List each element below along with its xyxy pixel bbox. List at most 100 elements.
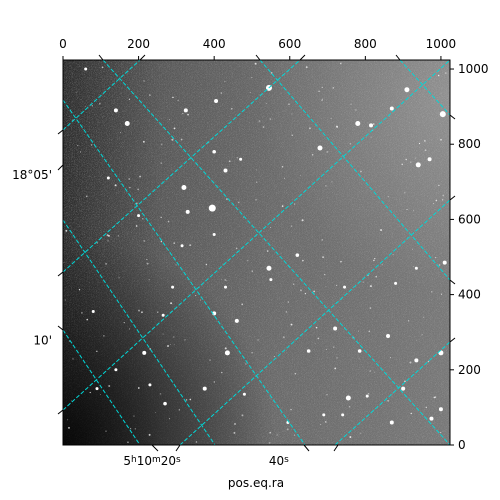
faint-star [318,90,320,92]
star [224,350,230,356]
faint-star [221,371,223,374]
faint-star [405,158,407,161]
faint-star [139,175,141,178]
star [202,386,207,391]
star [163,401,167,406]
faint-star [129,427,132,430]
faint-star [321,86,323,89]
faint-star [290,408,292,411]
faint-star [276,434,278,436]
faint-star [339,62,342,65]
faint-star [286,428,289,431]
faint-star [369,307,372,309]
faint-star [89,391,91,394]
faint-star [317,337,320,340]
faint-star [72,358,74,360]
faint-star [324,274,326,276]
ra-label-part: m [152,455,161,465]
faint-star [387,399,390,402]
faint-star [160,240,163,243]
dec-tick-mark [57,271,64,277]
faint-star [142,218,144,220]
faint-star [90,144,93,146]
star [223,168,228,173]
faint-star [325,421,327,423]
ra-grid-line [259,60,450,281]
faint-star [167,345,169,347]
faint-star [389,357,391,359]
faint-star [78,289,81,291]
faint-star [119,131,121,133]
faint-star [350,103,352,105]
faint-star [146,262,149,265]
faint-star [101,66,104,69]
star [137,214,141,218]
faint-star [213,381,215,383]
faint-star [141,311,143,313]
faint-star [255,169,257,171]
star [306,349,311,353]
faint-star [435,199,438,202]
faint-star [367,393,370,395]
star [414,358,419,363]
faint-star [427,360,430,363]
faint-star [270,227,271,228]
faint-star [148,279,150,281]
coordinate-grid [63,60,450,445]
right-tick-label: 600 [458,212,481,226]
faint-star [358,330,360,332]
faint-star [175,264,177,266]
ra-tick-mark [151,444,159,452]
faint-star [258,120,261,122]
faint-star [155,412,156,414]
faint-star [433,396,436,399]
star [113,108,118,113]
ra-label-part: h [131,455,137,465]
faint-star [133,415,135,417]
faint-star [128,178,131,180]
faint-star [254,62,257,65]
faint-star [128,98,130,100]
faint-star [431,291,433,293]
faint-star [293,434,296,436]
faint-star [224,80,226,83]
faint-star [360,170,362,173]
faint-star [184,339,186,341]
ra-tick-label: 5h10m20s [123,454,181,468]
x-axis-label: pos.eq.ra [228,476,284,490]
faint-star [293,203,296,205]
faint-star [169,343,171,345]
faint-star [300,289,302,292]
star [295,253,300,257]
faint-star [195,294,197,297]
faint-star [285,311,287,313]
faint-star [80,311,83,314]
faint-star [340,260,342,263]
top-tick-label: 800 [354,37,377,51]
faint-star [423,316,424,318]
ra-label-part: s [176,455,181,465]
faint-star [159,393,162,395]
faint-star [301,219,304,222]
faint-star [247,260,249,262]
faint-star [440,138,442,141]
star [389,106,394,111]
faint-star [143,80,145,82]
faint-star [100,394,101,396]
dec-tick-label: 10' [33,333,52,347]
faint-star [437,74,440,77]
faint-star [282,336,285,339]
top-tick-label: 1000 [426,37,457,51]
dec-grid-line [63,60,301,273]
top-grid-tick [98,54,104,61]
faint-star [441,199,444,201]
faint-star [136,202,138,204]
faint-star [444,72,447,75]
faint-star [315,326,318,329]
faint-star [348,405,351,408]
faint-star [135,225,138,227]
right-tick-label: 1000 [458,62,489,76]
faint-star [416,339,418,341]
faint-star [414,157,416,159]
